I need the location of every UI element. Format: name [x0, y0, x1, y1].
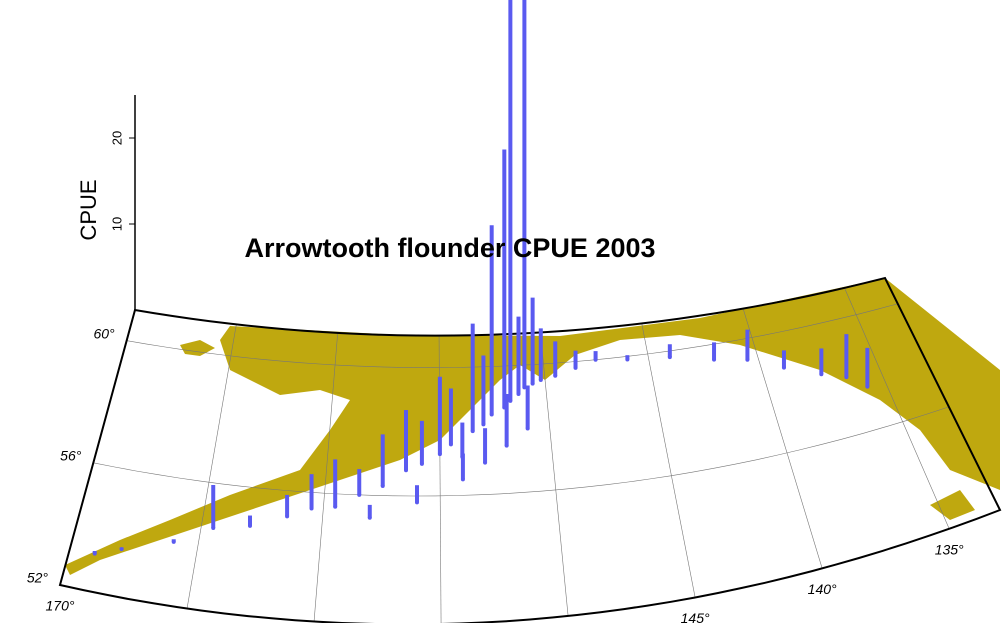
lon-label: 165°: [173, 621, 202, 623]
lon-label: 145°: [681, 610, 710, 623]
meridian: [742, 308, 823, 569]
meridian: [540, 332, 569, 617]
land: [65, 278, 1000, 575]
map-frame: [58, 276, 1002, 623]
map-title: Arrowtooth flounder CPUE 2003: [244, 233, 655, 263]
meridian: [844, 287, 950, 529]
meridian: [186, 324, 237, 609]
lat-label: 52°: [27, 570, 49, 586]
meridian: [313, 332, 339, 622]
island: [930, 490, 975, 520]
lat-label: 56°: [60, 447, 82, 463]
parallel: [93, 406, 949, 497]
y-tick-label: 20: [109, 131, 124, 145]
lon-label: 140°: [808, 581, 837, 597]
lat-label: 60°: [93, 325, 115, 341]
meridian: [641, 323, 696, 598]
y-tick-label: 10: [109, 217, 124, 231]
lon-label: 135°: [935, 541, 964, 557]
lon-label: 170°: [46, 598, 75, 614]
island: [180, 340, 215, 356]
cpue-axis-label: CPUE: [76, 179, 101, 240]
